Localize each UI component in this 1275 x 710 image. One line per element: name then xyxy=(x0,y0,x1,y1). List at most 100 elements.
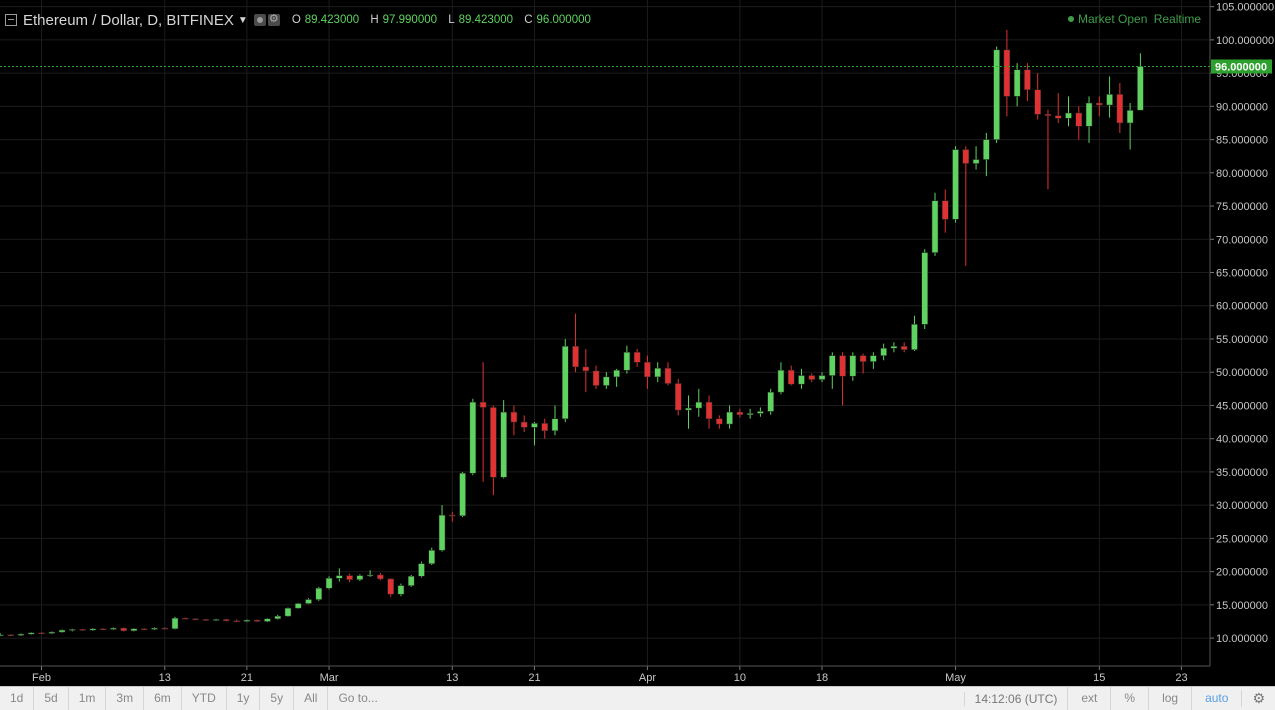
candle-up xyxy=(1065,112,1072,119)
candle-down xyxy=(79,629,86,631)
candle-up xyxy=(110,627,117,630)
candle-down xyxy=(182,617,189,620)
high-value: 97.990000 xyxy=(382,14,438,26)
open-label: O xyxy=(291,14,301,26)
candle-down xyxy=(572,346,579,368)
candle-down xyxy=(233,620,240,623)
range-1d[interactable]: 1d xyxy=(0,687,35,710)
candle-up xyxy=(777,369,785,393)
y-tick-label: 15.000000 xyxy=(1216,600,1268,612)
candle-up xyxy=(993,49,1000,140)
range-5y[interactable]: 5y xyxy=(260,687,295,710)
candle-down xyxy=(1054,115,1062,119)
candle-down xyxy=(449,514,456,517)
y-tick-label: 85.000000 xyxy=(1216,135,1268,147)
candle-down xyxy=(7,634,14,637)
y-tick-label: 70.000000 xyxy=(1216,234,1268,246)
candle-up xyxy=(613,369,620,378)
candle-down xyxy=(479,401,487,408)
market-status: Market Open Realtime xyxy=(1068,12,1201,26)
candle-up xyxy=(407,576,415,586)
y-tick-label: 50.000000 xyxy=(1216,367,1268,379)
y-tick-label: 105.000000 xyxy=(1216,2,1274,14)
symbol-title[interactable]: Ethereum / Dollar, D, BITFINEX xyxy=(23,11,234,29)
candle-down xyxy=(490,407,497,478)
candle-down xyxy=(120,627,127,632)
candle-up xyxy=(366,574,374,577)
range-6m[interactable]: 6m xyxy=(144,687,182,710)
x-tick-label: 21 xyxy=(241,672,253,684)
candle-up xyxy=(325,578,333,589)
candle-down xyxy=(346,575,353,580)
auto-toggle[interactable]: auto xyxy=(1191,687,1241,710)
candle-up xyxy=(264,618,271,622)
x-tick-label: 13 xyxy=(159,672,171,684)
range-3m[interactable]: 3m xyxy=(106,687,145,710)
candle-up xyxy=(911,324,918,350)
goto-button[interactable]: Go to... xyxy=(338,691,378,705)
candle-down xyxy=(644,361,651,378)
candle-up xyxy=(767,391,774,412)
y-tick-label: 35.000000 xyxy=(1216,467,1268,479)
open-value: 89.423000 xyxy=(304,14,360,26)
candle-down xyxy=(633,352,641,363)
candle-up xyxy=(972,159,980,164)
close-value: 96.000000 xyxy=(536,14,591,26)
range-5d[interactable]: 5d xyxy=(34,687,69,710)
y-tick-label: 25.000000 xyxy=(1216,533,1268,545)
candle-down xyxy=(900,346,908,350)
collapse-icon[interactable] xyxy=(5,14,17,26)
x-tick-label: Feb xyxy=(32,672,51,684)
gear-icon[interactable]: ⚙ xyxy=(1241,690,1275,707)
candle-down xyxy=(377,574,384,580)
candle-up xyxy=(1137,66,1144,111)
candle-down xyxy=(716,418,723,425)
candle-down xyxy=(808,375,815,380)
candle-down xyxy=(1034,89,1041,115)
range-ytd[interactable]: YTD xyxy=(182,687,227,710)
ext-toggle[interactable]: ext xyxy=(1067,687,1110,710)
range-1y[interactable]: 1y xyxy=(227,687,261,710)
candle-up xyxy=(469,401,477,474)
market-open-label: Market Open xyxy=(1078,12,1148,26)
candle-up xyxy=(151,627,158,630)
x-tick-label: 21 xyxy=(528,672,540,684)
caret-down-icon[interactable]: ▼ xyxy=(237,14,248,26)
candle-up xyxy=(356,575,364,580)
candle-up xyxy=(397,585,405,595)
candle-up xyxy=(829,355,836,376)
candle-up xyxy=(952,149,959,220)
candle-up xyxy=(130,628,138,632)
candle-up xyxy=(69,629,76,631)
candle-up xyxy=(48,631,56,634)
candle-up xyxy=(983,139,990,160)
candle-down xyxy=(140,628,148,631)
utc-clock[interactable]: 14:12:06 (UTC) xyxy=(963,691,1068,706)
candle-down xyxy=(582,366,590,372)
candle-up xyxy=(685,407,692,411)
candle-up xyxy=(305,599,312,604)
candle-up xyxy=(880,348,887,356)
candle-up xyxy=(726,411,733,425)
high-label: H xyxy=(370,14,379,26)
percent-toggle[interactable]: % xyxy=(1110,687,1148,710)
price-chart[interactable]: 105.000000100.00000095.00000090.00000085… xyxy=(0,0,1275,686)
last-price-label: 96.000000 xyxy=(1215,61,1267,73)
eye-icon[interactable] xyxy=(253,14,266,26)
candle-down xyxy=(736,411,744,416)
range-all[interactable]: All xyxy=(294,687,329,710)
candle-up xyxy=(428,550,436,564)
candle-up xyxy=(89,628,97,631)
y-tick-label: 55.000000 xyxy=(1216,334,1268,346)
log-toggle[interactable]: log xyxy=(1148,687,1191,710)
candle-up xyxy=(603,376,610,386)
range-1m[interactable]: 1m xyxy=(69,687,107,710)
candle-down xyxy=(192,618,199,621)
y-tick-label: 30.000000 xyxy=(1216,500,1268,512)
status-dot-icon xyxy=(1068,16,1074,22)
gear-icon[interactable] xyxy=(267,12,280,26)
candle-up xyxy=(500,411,507,478)
y-tick-label: 80.000000 xyxy=(1216,168,1268,180)
candle-up xyxy=(336,575,343,579)
candle-up xyxy=(818,375,826,380)
